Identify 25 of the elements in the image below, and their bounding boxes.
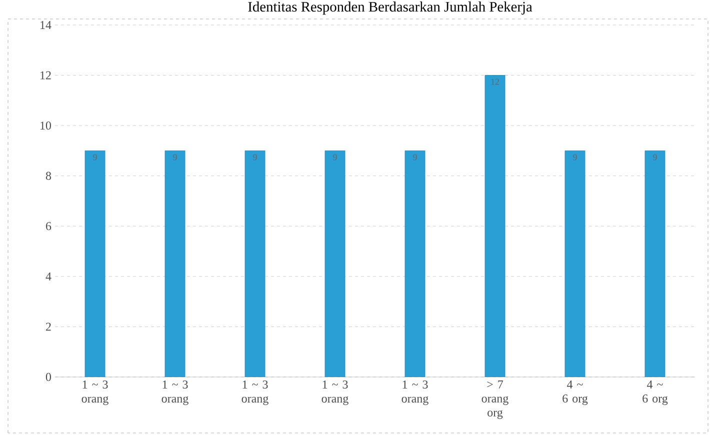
chart-title: Identitas Responden Berdasarkan Jumlah Pekerja (248, 2, 532, 15)
x-tick-label: 1 ~ 3 orang (322, 380, 348, 406)
y-tick-label: 0 (46, 372, 52, 382)
x-tick-label: 1 ~ 3 orang (242, 380, 268, 406)
data-label: 12 (491, 78, 499, 85)
y-tick-label: 14 (40, 21, 52, 29)
x-tick-label: 4 ~ 6 org (562, 380, 588, 406)
x-tick-label: 1 ~ 3 orang (162, 380, 188, 406)
x-tick-label: > 7 orang org (482, 380, 508, 419)
x-tick-label: 1 ~ 3 orang (402, 380, 428, 406)
x-tick-label: 1 ~ 3 orang (82, 380, 108, 406)
data-label: 9 (173, 154, 177, 160)
y-tick-label: 12 (40, 71, 51, 80)
data-label: 9 (333, 154, 337, 160)
y-tick-label: 8 (46, 172, 52, 180)
y-tick-label: 4 (46, 272, 52, 280)
data-label: 9 (93, 154, 97, 160)
y-tick-label: 10 (40, 122, 52, 130)
data-label: 9 (413, 154, 417, 160)
y-tick-label: 2 (46, 322, 51, 331)
data-label: 9 (253, 154, 257, 160)
data-label: 9 (573, 154, 577, 160)
data-label: 9 (653, 154, 657, 160)
y-tick-label: 6 (46, 222, 52, 230)
x-tick-label: 4 ~ 6 org (642, 380, 668, 406)
